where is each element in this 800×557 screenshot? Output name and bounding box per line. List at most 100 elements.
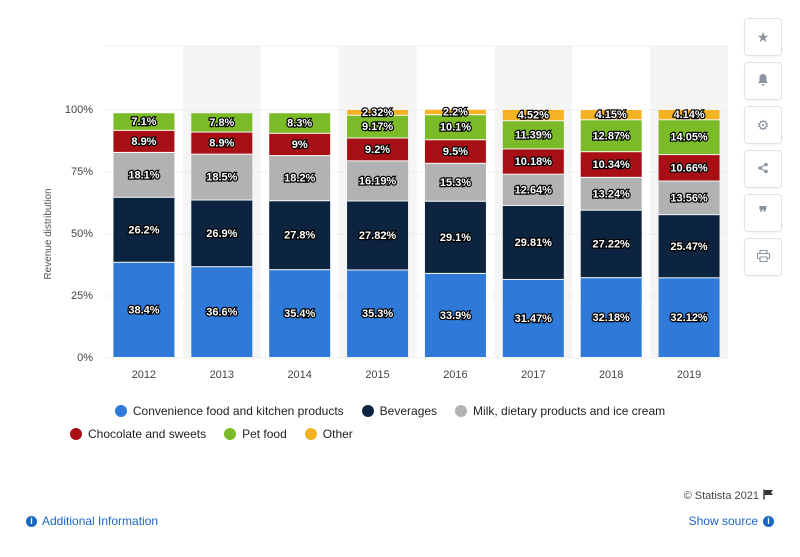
data-label: 15.3%	[440, 177, 471, 189]
bar-segment	[347, 110, 409, 115]
legend-row: Chocolate and sweets Pet food Other	[70, 427, 710, 441]
show-source-link[interactable]: Show source i	[689, 514, 774, 528]
data-label: 27.82%	[359, 230, 397, 242]
data-label: 4.14%	[673, 109, 704, 121]
bar-segment	[424, 201, 486, 273]
bar-segment	[580, 177, 642, 210]
legend-item[interactable]: Beverages	[361, 404, 437, 418]
data-label: 25.47%	[670, 241, 708, 253]
data-label: 2.2%	[443, 106, 468, 118]
data-label: 32.12%	[670, 312, 708, 324]
bar-segment	[502, 149, 564, 174]
notification-button[interactable]	[744, 62, 782, 100]
x-tick-label: 2013	[210, 369, 234, 381]
data-label: 9.5%	[443, 146, 468, 158]
bar-segment	[269, 201, 331, 270]
data-label: 26.2%	[128, 224, 159, 236]
bar-segment	[347, 161, 409, 201]
legend-item[interactable]: Convenience food and kitchen products	[114, 404, 344, 418]
share-button[interactable]	[744, 150, 782, 188]
bar-segment	[347, 138, 409, 161]
data-label: 10.18%	[515, 156, 553, 168]
data-label: 18.1%	[128, 169, 159, 181]
favorite-button[interactable]: ★	[744, 18, 782, 56]
legend-item[interactable]: Chocolate and sweets	[70, 427, 206, 441]
y-axis-title: Revenue distribution	[43, 188, 54, 279]
legend-marker	[455, 405, 468, 417]
bar-segment	[269, 113, 331, 133]
legend-label: Chocolate and sweets	[88, 427, 207, 441]
bar-segment	[191, 113, 253, 132]
x-tick-label: 2012	[132, 369, 156, 381]
legend-marker	[224, 428, 237, 440]
bar-segment	[502, 121, 564, 149]
bar-segment	[113, 197, 175, 262]
data-label: 14.05%	[670, 132, 708, 144]
bar-segment	[424, 140, 486, 163]
bar-segment	[191, 154, 253, 200]
bar-segment	[424, 163, 486, 201]
additional-information-label: Additional Information	[42, 514, 159, 528]
data-label: 9.2%	[365, 144, 390, 156]
bar-segment	[658, 278, 720, 357]
bar-segment	[502, 174, 564, 206]
data-label: 7.1%	[131, 116, 156, 128]
print-button[interactable]	[744, 238, 782, 276]
bar-segment	[658, 181, 720, 215]
data-label: 32.18%	[593, 312, 631, 324]
bar-segment	[347, 201, 409, 270]
share-icon	[757, 161, 769, 177]
data-label: 7.8%	[209, 117, 234, 129]
credit-text: © Statista 2021	[683, 490, 759, 502]
bell-icon	[757, 73, 769, 89]
bar-segment	[269, 270, 331, 357]
bar-segment	[191, 132, 253, 154]
data-label: 4.52%	[518, 110, 549, 122]
data-label: 27.22%	[593, 238, 631, 250]
data-label: 12.64%	[515, 184, 553, 196]
legend-label: Pet food	[242, 427, 287, 441]
data-label: 8.9%	[209, 138, 234, 150]
show-source-label: Show source	[688, 514, 758, 528]
bar-segment	[580, 152, 642, 177]
legend-item[interactable]: Pet food	[224, 427, 287, 441]
data-label: 9%	[292, 139, 308, 151]
data-label: 10.1%	[440, 122, 471, 134]
legend-marker	[70, 428, 82, 440]
legend-marker	[114, 405, 127, 417]
bar-segment	[658, 155, 720, 181]
bar-segment	[113, 152, 175, 197]
bar-segment	[347, 115, 409, 138]
data-label: 36.6%	[206, 307, 237, 319]
info-icon: i	[26, 515, 37, 527]
data-label: 33.9%	[440, 310, 471, 322]
y-tick-label: 100%	[65, 104, 93, 116]
data-label: 27.8%	[284, 230, 315, 242]
flag-icon	[763, 489, 774, 503]
x-tick-label: 2018	[599, 369, 623, 381]
bar-segment	[113, 130, 175, 152]
bar-segment	[580, 120, 642, 152]
cite-button[interactable]: ❞	[744, 194, 782, 232]
gear-icon: ⚙	[756, 116, 770, 133]
data-label: 8.3%	[287, 118, 312, 130]
bar-segment	[113, 113, 175, 130]
x-tick-label: 2016	[443, 369, 467, 381]
settings-button[interactable]: ⚙	[744, 106, 782, 144]
bar-segment	[658, 215, 720, 278]
bar-segment	[347, 270, 409, 357]
bar-segment	[191, 200, 253, 267]
legend-item[interactable]: Other	[304, 427, 353, 441]
data-label: 26.9%	[206, 228, 237, 240]
star-icon: ★	[756, 28, 770, 45]
x-tick-label: 2014	[287, 369, 311, 381]
print-icon	[756, 249, 770, 265]
data-label: 13.56%	[670, 192, 708, 204]
quote-icon: ❞	[758, 205, 768, 222]
additional-information-link[interactable]: i Additional Information	[26, 514, 158, 528]
data-label: 18.2%	[284, 173, 315, 185]
data-label: 16.19%	[359, 175, 397, 187]
bar-segment	[424, 273, 486, 357]
data-label: 31.47%	[515, 313, 553, 325]
legend-item[interactable]: Milk, dietary products and ice cream	[455, 404, 665, 418]
